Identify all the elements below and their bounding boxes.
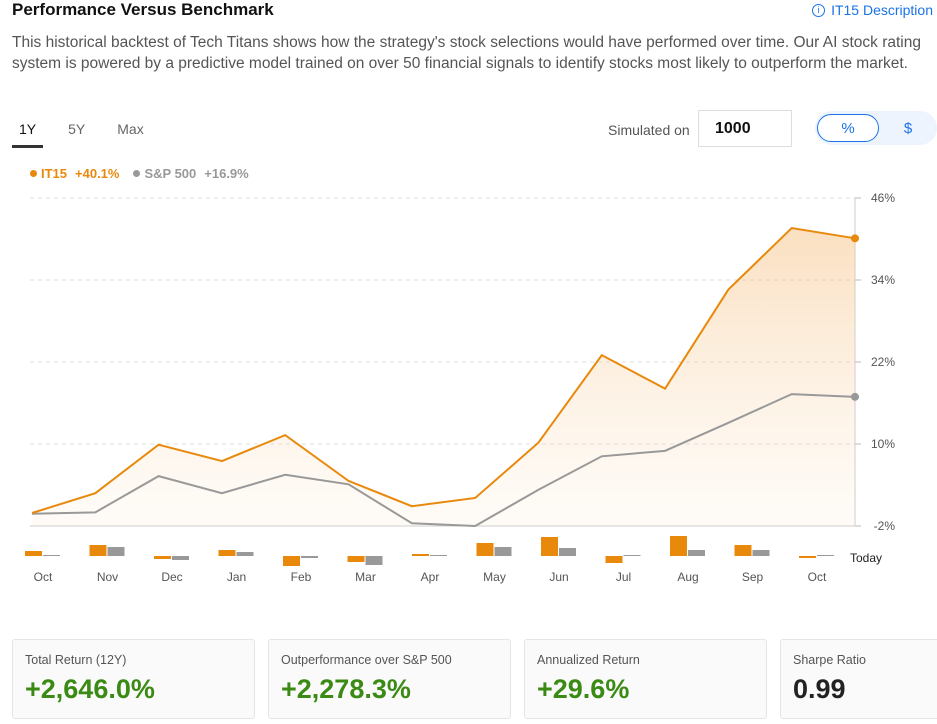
- stat-value: +29.6%: [537, 674, 630, 704]
- stat-label: Total Return (12Y): [25, 653, 127, 667]
- legend-sp500[interactable]: S&P 500 +16.9%: [133, 166, 249, 181]
- legend-it15-name: IT15: [41, 166, 68, 181]
- sp500-monthly-bar: [172, 556, 189, 560]
- y-tick-label: 22%: [871, 355, 895, 369]
- it15-monthly-bar: [218, 550, 236, 556]
- sp500-monthly-bar: [236, 552, 254, 556]
- sp500-monthly-bar: [494, 547, 512, 556]
- x-tick-label: Oct: [34, 570, 53, 584]
- sp500-line: [31, 393, 856, 528]
- sp500-dot-icon: [133, 170, 141, 177]
- tab-max[interactable]: Max: [117, 121, 144, 137]
- x-tick-label: Aug: [677, 570, 698, 584]
- sp500-monthly-bar: [688, 550, 705, 556]
- description-link[interactable]: i IT15 Description: [812, 2, 933, 18]
- it15-monthly-bar: [734, 545, 752, 556]
- x-tick-label: Sep: [742, 570, 764, 584]
- sp500-monthly-bar: [559, 548, 576, 556]
- dollar-toggle[interactable]: $: [903, 119, 913, 137]
- y-tick-label: 34%: [871, 273, 895, 287]
- it15-monthly-bar: [799, 556, 816, 558]
- x-tick-label: Feb: [291, 570, 312, 584]
- it15-monthly-bar: [283, 556, 300, 566]
- y-tick-label: 10%: [871, 437, 895, 451]
- unit-toggle: % $: [815, 111, 937, 145]
- stat-label: Sharpe Ratio: [793, 653, 866, 667]
- sp500-end-point: [851, 392, 859, 401]
- stat-card-total-return: Total Return (12Y) +2,646.0%: [12, 639, 255, 719]
- stat-value: +2,278.3%: [281, 674, 411, 704]
- page-title: Performance Versus Benchmark: [12, 0, 274, 19]
- it15-dot-icon: [30, 170, 37, 177]
- stat-label: Annualized Return: [537, 653, 640, 667]
- it15-monthly-bar: [412, 554, 429, 556]
- x-tick-label: Jan: [227, 570, 246, 584]
- sp500-monthly-bar: [623, 555, 641, 556]
- legend-it15[interactable]: IT15 +40.1%: [30, 166, 119, 181]
- chart-legend: IT15 +40.1% S&P 500 +16.9%: [30, 166, 249, 181]
- x-tick-label: Mar: [355, 570, 376, 584]
- simulated-label: Simulated on: [608, 122, 690, 138]
- it15-monthly-bar: [541, 537, 558, 556]
- description-link-label: IT15 Description: [831, 2, 933, 18]
- x-tick-label: Oct: [808, 570, 827, 584]
- legend-sp500-value: +16.9%: [204, 166, 249, 181]
- sp500-monthly-bar: [43, 555, 60, 556]
- stat-label: Outperformance over S&P 500: [281, 653, 452, 667]
- sp500-monthly-bar: [301, 556, 318, 558]
- legend-it15-value: +40.1%: [75, 166, 120, 181]
- it15-monthly-bar: [605, 556, 623, 563]
- it15-monthly-bar: [347, 556, 365, 562]
- percent-toggle[interactable]: %: [817, 114, 879, 142]
- y-tick-label: 46%: [871, 191, 895, 205]
- simulated-amount-input[interactable]: 1000: [698, 110, 792, 147]
- x-tick-label: Dec: [161, 570, 182, 584]
- it15-monthly-bar: [154, 556, 171, 559]
- x-tick-label: Jul: [616, 570, 631, 584]
- it15-monthly-bar: [670, 536, 687, 556]
- sp500-monthly-bar: [817, 555, 834, 556]
- info-icon: i: [812, 3, 826, 17]
- stat-card-annualized-return: Annualized Return +29.6%: [524, 639, 767, 719]
- it15-monthly-bar: [89, 545, 107, 556]
- x-tick-label: Apr: [421, 570, 440, 584]
- intro-text: This historical backtest of Tech Titans …: [12, 34, 921, 72]
- today-label: Today: [850, 551, 882, 565]
- stat-value: 0.99: [793, 674, 846, 704]
- sp500-monthly-bar: [752, 550, 770, 556]
- it15-monthly-bar: [25, 551, 42, 556]
- range-tabs: 1Y 5Y Max: [12, 119, 169, 148]
- sp500-monthly-bar: [107, 547, 125, 556]
- stat-value: +2,646.0%: [25, 674, 155, 704]
- legend-sp500-name: S&P 500: [144, 166, 197, 181]
- it15-end-point: [851, 234, 859, 243]
- it15-monthly-bar: [476, 543, 494, 556]
- x-tick-label: Jun: [549, 570, 568, 584]
- stat-card-outperformance: Outperformance over S&P 500 +2,278.3%: [268, 639, 511, 719]
- it15-line: [31, 226, 856, 514]
- sp500-monthly-bar: [365, 556, 383, 565]
- stat-card-sharpe-ratio: Sharpe Ratio 0.99: [780, 639, 937, 719]
- sp500-monthly-bar: [430, 555, 447, 556]
- performance-chart: 46% 34% 22% 10% -2% Oct Nov Dec Jan Feb Mar Apr May J…: [25, 191, 896, 584]
- y-tick-label: -2%: [874, 519, 896, 533]
- x-tick-label: Nov: [97, 570, 118, 584]
- it15-area: [32, 228, 855, 527]
- tab-1y[interactable]: 1Y: [12, 119, 44, 148]
- tab-5y[interactable]: 5Y: [68, 121, 86, 137]
- x-tick-label: May: [483, 570, 506, 584]
